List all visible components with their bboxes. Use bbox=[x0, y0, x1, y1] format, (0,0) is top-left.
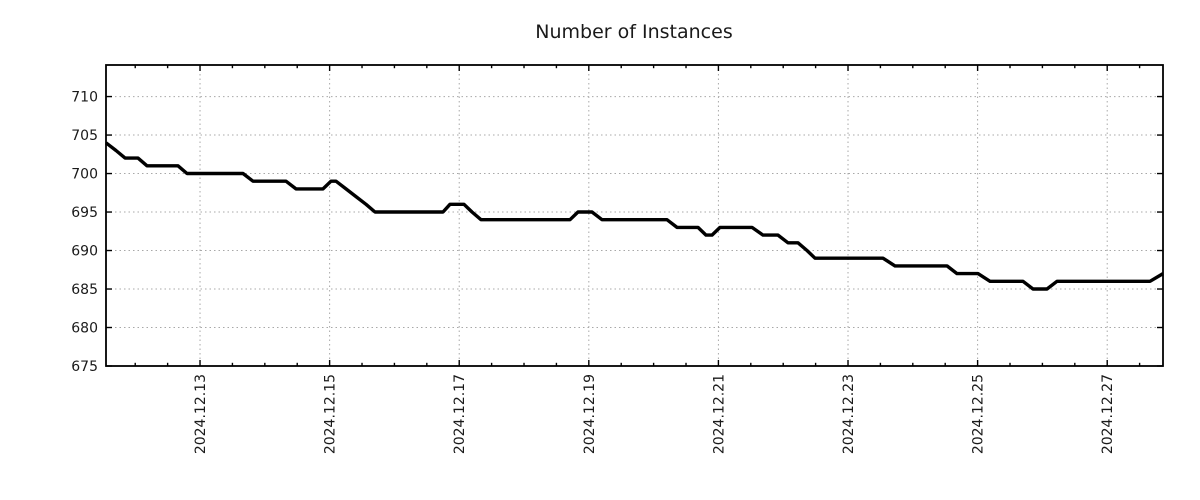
series-layer bbox=[104, 141, 1164, 291]
x-tick-label: 2024.12.13 bbox=[193, 374, 209, 454]
data-line-instances bbox=[104, 141, 1164, 291]
axis-label-layer: 675 680 685 690 695 700 705 710 2024.12.13 2024.1… bbox=[71, 90, 1116, 455]
x-tick-label: 2024.12.27 bbox=[1100, 374, 1116, 454]
y-tick-label: 705 bbox=[71, 128, 98, 144]
plot-border bbox=[105, 64, 1164, 367]
y-tick-label: 690 bbox=[71, 244, 98, 260]
x-tick-label: 2024.12.15 bbox=[323, 374, 339, 454]
tick-layer bbox=[106, 65, 1163, 367]
x-tick-label: 2024.12.17 bbox=[452, 374, 468, 454]
x-tick-label: 2024.12.25 bbox=[971, 374, 987, 454]
y-tick-label: 700 bbox=[71, 167, 98, 183]
grid-layer bbox=[106, 65, 1163, 366]
x-tick-label: 2024.12.23 bbox=[841, 374, 857, 454]
y-tick-label: 685 bbox=[71, 282, 98, 298]
y-tick-label: 695 bbox=[71, 205, 98, 221]
y-tick-label: 710 bbox=[71, 90, 98, 106]
y-tick-label: 680 bbox=[71, 321, 98, 337]
x-tick-label: 2024.12.21 bbox=[711, 374, 727, 454]
x-tick-label: 2024.12.19 bbox=[582, 374, 598, 454]
chart-title: Number of Instances bbox=[535, 21, 732, 43]
y-tick-label: 675 bbox=[71, 359, 98, 375]
